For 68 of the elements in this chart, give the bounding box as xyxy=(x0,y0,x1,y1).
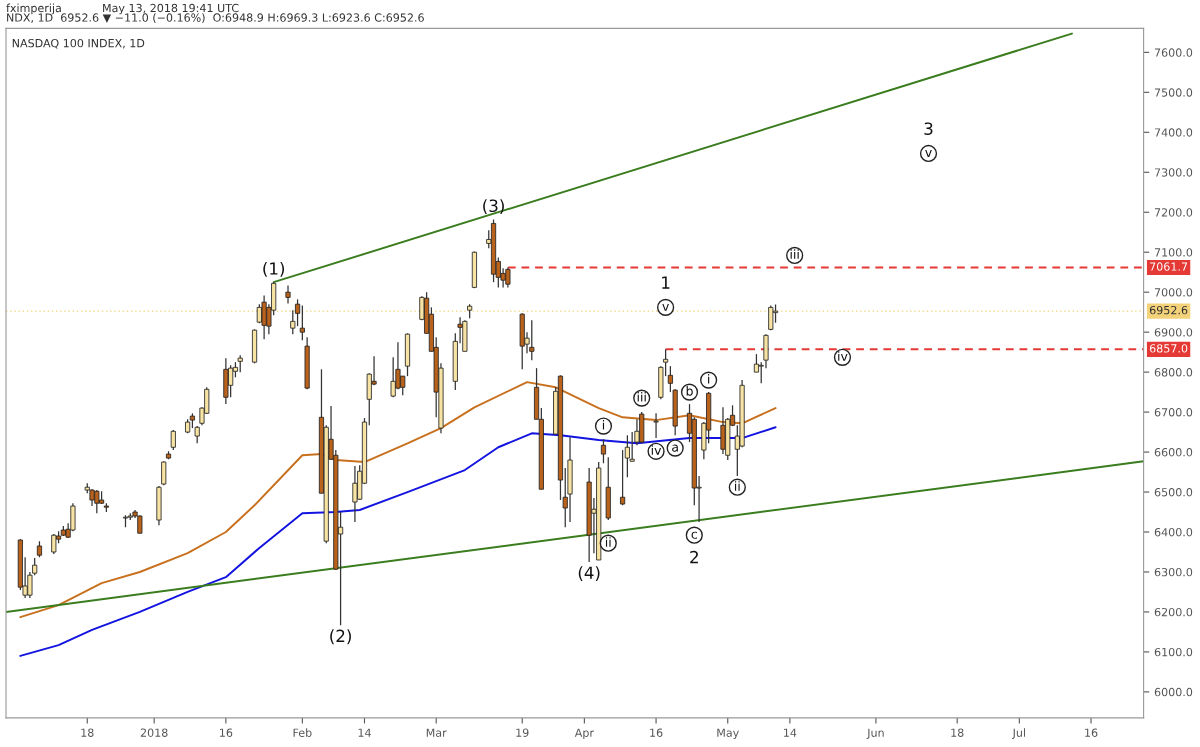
annotation: ii xyxy=(735,481,740,491)
y-tick-label: 7500.0 xyxy=(1154,88,1193,97)
y-tick-label: 7600.0 xyxy=(1154,48,1193,57)
annotation: v xyxy=(662,303,669,311)
annotation: (2) xyxy=(330,629,351,645)
y-tick-label: 6500.0 xyxy=(1154,488,1193,497)
candlestick xyxy=(620,449,626,506)
annotation: a xyxy=(672,444,678,452)
x-tick-label: 16 xyxy=(220,728,233,737)
x-tick-label: 14 xyxy=(784,728,797,737)
annotation: b xyxy=(686,386,693,396)
annotation: (4) xyxy=(578,566,600,582)
annotation: 3 xyxy=(924,122,933,135)
candlestick xyxy=(600,438,607,464)
candlestick xyxy=(285,284,291,305)
y-tick-label: 6000.0 xyxy=(1154,687,1193,697)
x-tick-label: 18 xyxy=(951,728,964,737)
x-tick-label: Apr xyxy=(574,728,594,740)
x-tick-label: 16 xyxy=(650,728,663,737)
x-tick-label: Jul xyxy=(1012,728,1025,739)
x-tick-label: Feb xyxy=(293,728,312,737)
annotation: iv xyxy=(651,445,662,455)
x-tick-label: 19 xyxy=(516,728,529,737)
x-tick-label: 2018 xyxy=(140,728,168,737)
annotation: iii xyxy=(637,392,646,402)
text: NASDAQ 100 INDEX, 1D xyxy=(12,38,145,49)
y-tick-label: 7200.0 xyxy=(1154,208,1193,217)
y-tick-label: 7300.0 xyxy=(1154,168,1193,177)
y-tick-label: 6600.0 xyxy=(1154,448,1193,457)
annotation: i xyxy=(602,420,605,430)
y-tick-label: 6400.0 xyxy=(1154,527,1193,537)
data-label: 6857.0 xyxy=(1149,344,1188,353)
text: fximperija xyxy=(6,3,61,15)
annotation: iii xyxy=(790,249,799,259)
line-series xyxy=(19,381,777,619)
candlestick xyxy=(170,429,176,451)
x-tick-label: 16 xyxy=(1085,728,1098,737)
annotation: (1) xyxy=(263,261,285,277)
y-tick-label: 6900.0 xyxy=(1154,328,1193,337)
x-tick-label: 14 xyxy=(358,728,371,737)
data-label: 7061.7 xyxy=(1150,262,1188,271)
ref-line-label: 6952.6 xyxy=(1149,305,1188,315)
y-tick-label: 7100.0 xyxy=(1154,248,1193,257)
candlestick xyxy=(768,304,774,331)
x-tick-label: Jun xyxy=(866,728,884,739)
annotation: i xyxy=(708,374,710,384)
y-tick-label: 6800.0 xyxy=(1154,368,1193,377)
annotation: 1 xyxy=(662,276,670,289)
y-tick-label: 6300.0 xyxy=(1154,567,1193,577)
annotation: c xyxy=(691,531,697,539)
candlestick xyxy=(653,412,659,439)
x-tick-label: Mar xyxy=(426,728,447,737)
chart-subtitle: NDX, 1D 6952.6 ▼ −11.0 (−0.16%) O:6948.9 H:6969.3 L:6923.6 C:6952.6 xyxy=(7,13,424,24)
annotation: iv xyxy=(838,351,848,361)
line-series xyxy=(19,426,777,657)
y-tick-label: 7400.0 xyxy=(1154,128,1193,137)
y-tick-label: 7000.0 xyxy=(1154,288,1193,297)
y-tick-label: 6100.0 xyxy=(1154,647,1193,657)
candlestick xyxy=(51,533,57,555)
annotation: 2 xyxy=(690,550,698,564)
annotation: v xyxy=(925,150,932,157)
y-tick-label: 6700.0 xyxy=(1154,408,1193,417)
candlestick xyxy=(299,304,305,341)
annotation: (3) xyxy=(483,199,504,215)
y-tick-label: 6200.0 xyxy=(1154,607,1193,617)
annotation: ii xyxy=(605,537,611,547)
x-tick-label: 18 xyxy=(81,728,94,737)
x-tick-label: May xyxy=(717,728,739,740)
